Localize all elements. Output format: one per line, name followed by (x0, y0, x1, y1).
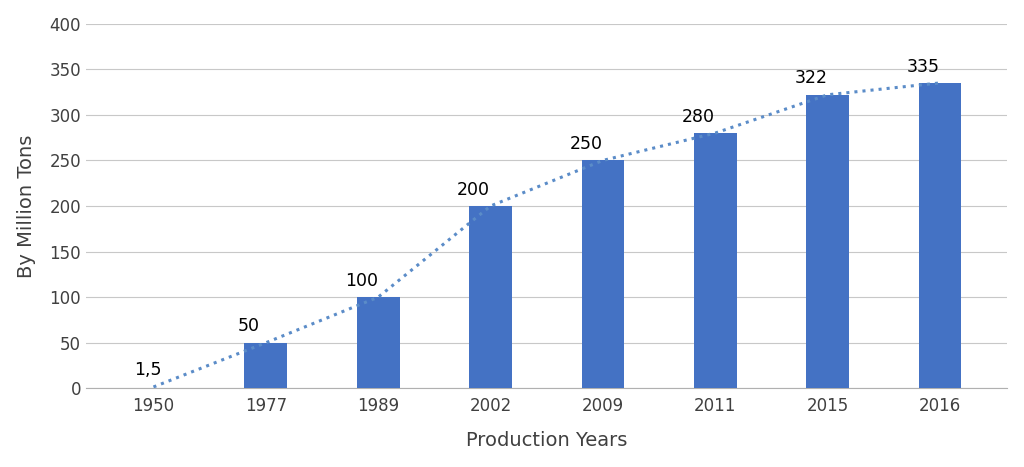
Text: 200: 200 (457, 181, 490, 198)
Text: 280: 280 (682, 108, 715, 126)
Bar (806, 95, 849, 389)
Text: 322: 322 (795, 70, 827, 87)
Text: 100: 100 (345, 272, 378, 290)
Y-axis label: By Million Tons: By Million Tons (16, 134, 36, 278)
Bar (919, 83, 962, 389)
Text: 50: 50 (238, 318, 260, 335)
Bar (356, 297, 399, 389)
X-axis label: Production Years: Production Years (466, 432, 628, 450)
Bar (469, 206, 512, 389)
Bar (694, 133, 736, 389)
Bar (245, 343, 287, 389)
Text: 335: 335 (906, 57, 940, 76)
Text: 250: 250 (569, 135, 602, 153)
Bar (582, 161, 625, 389)
Text: 1,5: 1,5 (134, 361, 162, 379)
